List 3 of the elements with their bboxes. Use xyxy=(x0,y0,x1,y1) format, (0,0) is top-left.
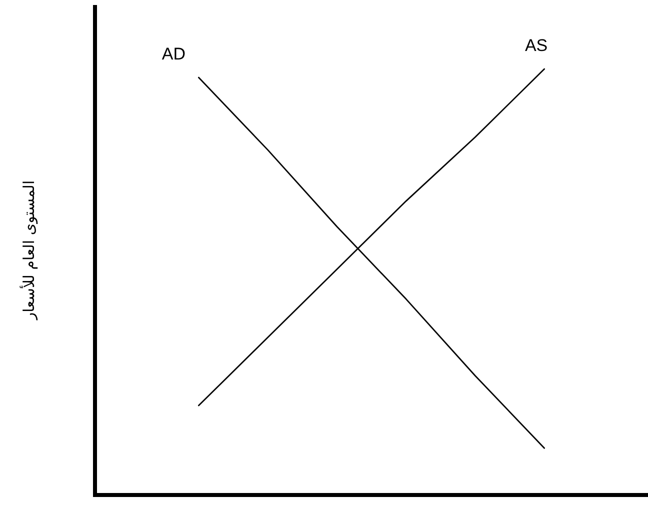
series-label: AS xyxy=(524,36,548,55)
series-label: AD xyxy=(162,44,186,64)
y-axis-title: المستوى العام للأسعار xyxy=(19,180,38,321)
